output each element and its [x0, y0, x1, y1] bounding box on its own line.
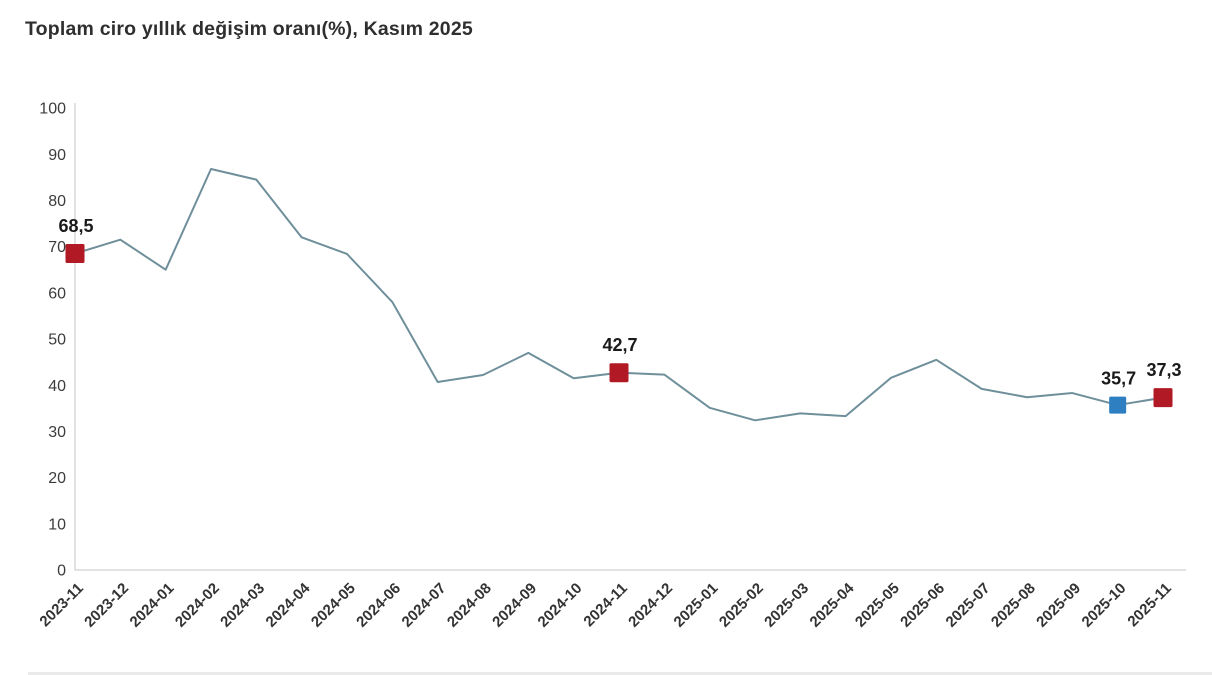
x-axis-tick-label: 2025-11: [1124, 580, 1174, 630]
y-axis-tick-label: 20: [48, 470, 66, 487]
x-axis-tick-label: 2024-05: [308, 580, 359, 631]
data-point-marker-2025-11: [1153, 388, 1173, 408]
data-point-value-label: 68,5: [58, 216, 93, 236]
x-axis-tick-label: 2024-04: [263, 579, 314, 630]
x-axis-tick-label: 2025-09: [1033, 580, 1084, 631]
trend-line: [74, 167, 1164, 422]
x-axis-tick-label: 2023-11: [36, 580, 86, 630]
y-axis-tick-label: 0: [57, 563, 66, 580]
x-axis-tick-label: 2024-01: [127, 580, 178, 631]
y-axis-tick-label: 50: [48, 332, 66, 349]
data-point-marker-2024-11: [609, 363, 629, 383]
bottom-divider: [28, 672, 1212, 675]
y-axis-tick-label: 40: [48, 378, 66, 395]
data-point-marker-2023-11: [65, 244, 85, 264]
data-point-value-label: 37,3: [1146, 360, 1181, 380]
x-axis-tick-label: 2024-10: [535, 580, 586, 631]
x-axis-tick-label: 2025-08: [988, 580, 1039, 631]
x-axis-tick-label: 2024-12: [625, 580, 676, 631]
x-axis-tick-label: 2024-11: [580, 580, 630, 630]
x-axis-tick-label: 2024-03: [217, 580, 268, 631]
data-point-marker-2025-10: [1109, 396, 1127, 414]
chart-title: Toplam ciro yıllık değişim oranı(%), Kas…: [25, 18, 473, 40]
x-axis-tick-label: 2025-07: [943, 580, 994, 631]
y-axis-tick-label: 30: [48, 424, 66, 441]
data-point-value-label: 42,7: [602, 335, 637, 355]
x-axis-tick-label: 2024-02: [172, 580, 223, 631]
x-axis-tick-label: 2023-12: [81, 580, 132, 631]
data-point-value-label: 35,7: [1101, 369, 1136, 389]
y-axis-tick-label: 100: [39, 101, 66, 118]
x-axis-tick-label: 2025-10: [1079, 580, 1130, 631]
x-axis-tick-label: 2025-01: [671, 580, 722, 631]
x-axis-tick-label: 2024-08: [444, 580, 495, 631]
y-axis-tick-label: 90: [48, 147, 66, 164]
x-axis-tick-label: 2024-07: [399, 580, 450, 631]
x-axis-tick-label: 2025-06: [897, 580, 948, 631]
y-axis-tick-label: 80: [48, 193, 66, 210]
x-axis-tick-label: 2024-06: [353, 580, 404, 631]
x-axis-tick-label: 2025-02: [716, 580, 767, 631]
x-axis-tick-label: 2025-05: [852, 580, 903, 631]
y-axis-tick-label: 10: [48, 516, 66, 533]
x-axis-tick-label: 2025-04: [807, 579, 858, 630]
y-axis-tick-label: 60: [48, 285, 66, 302]
x-axis-tick-label: 2024-09: [489, 580, 540, 631]
y-axis-tick-label: 70: [48, 239, 66, 256]
x-axis-tick-label: 2025-03: [761, 580, 812, 631]
